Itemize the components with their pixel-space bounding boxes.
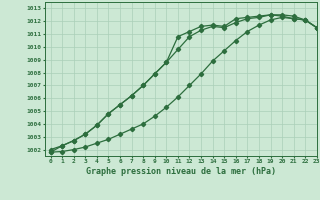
X-axis label: Graphe pression niveau de la mer (hPa): Graphe pression niveau de la mer (hPa) <box>86 167 276 176</box>
